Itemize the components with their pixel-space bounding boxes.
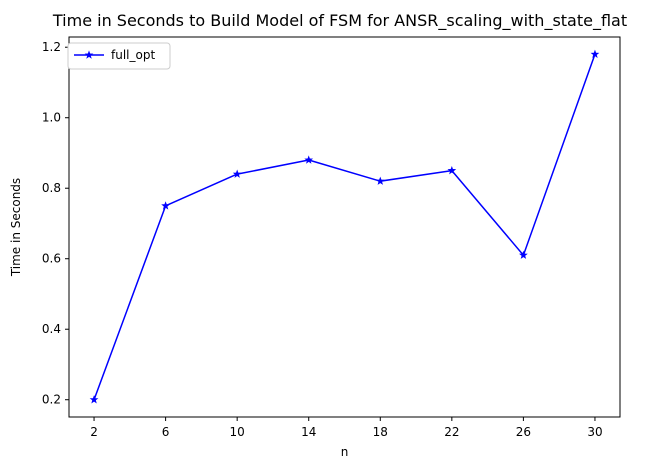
x-tick-label: 18 (373, 425, 388, 439)
x-tick-label: 2 (90, 425, 98, 439)
series-line-full_opt (93, 54, 596, 400)
data-point-marker (447, 166, 457, 175)
legend-box (67, 42, 171, 70)
legend-label: full_opt (111, 48, 155, 62)
x-tick-label: 10 (230, 425, 245, 439)
x-tick-label: 14 (301, 425, 316, 439)
data-point-marker (161, 201, 170, 210)
chart-title: Time in Seconds to Build Model of FSM fo… (52, 11, 627, 31)
data-point-marker (375, 176, 385, 185)
y-tick-label: 0.4 (42, 322, 61, 336)
legend: full_opt (67, 42, 171, 70)
y-tick-label: 0.2 (42, 393, 61, 407)
plot-frame (68, 36, 621, 418)
plot-area (89, 49, 600, 404)
data-point-marker (232, 169, 242, 178)
y-tick-label: 0.6 (42, 252, 61, 266)
y-tick-label: 1.2 (42, 40, 61, 54)
x-tick-label: 22 (444, 425, 459, 439)
y-axis: 0.2 0.4 0.6 0.8 1.0 1.2 (42, 40, 69, 407)
x-axis: 2 6 10 14 18 22 26 30 (90, 417, 603, 439)
data-point-marker (304, 155, 314, 164)
y-axis-label: Time in Seconds (9, 178, 23, 277)
data-point-marker (590, 49, 600, 58)
data-point-marker (89, 395, 99, 404)
y-tick-label: 1.0 (42, 111, 61, 125)
y-tick-label: 0.8 (42, 181, 61, 195)
x-tick-label: 26 (516, 425, 531, 439)
data-point-marker (519, 250, 528, 259)
x-tick-label: 6 (162, 425, 170, 439)
x-axis-label: n (341, 445, 349, 459)
x-tick-label: 30 (587, 425, 602, 439)
legend-star-marker (84, 50, 94, 59)
